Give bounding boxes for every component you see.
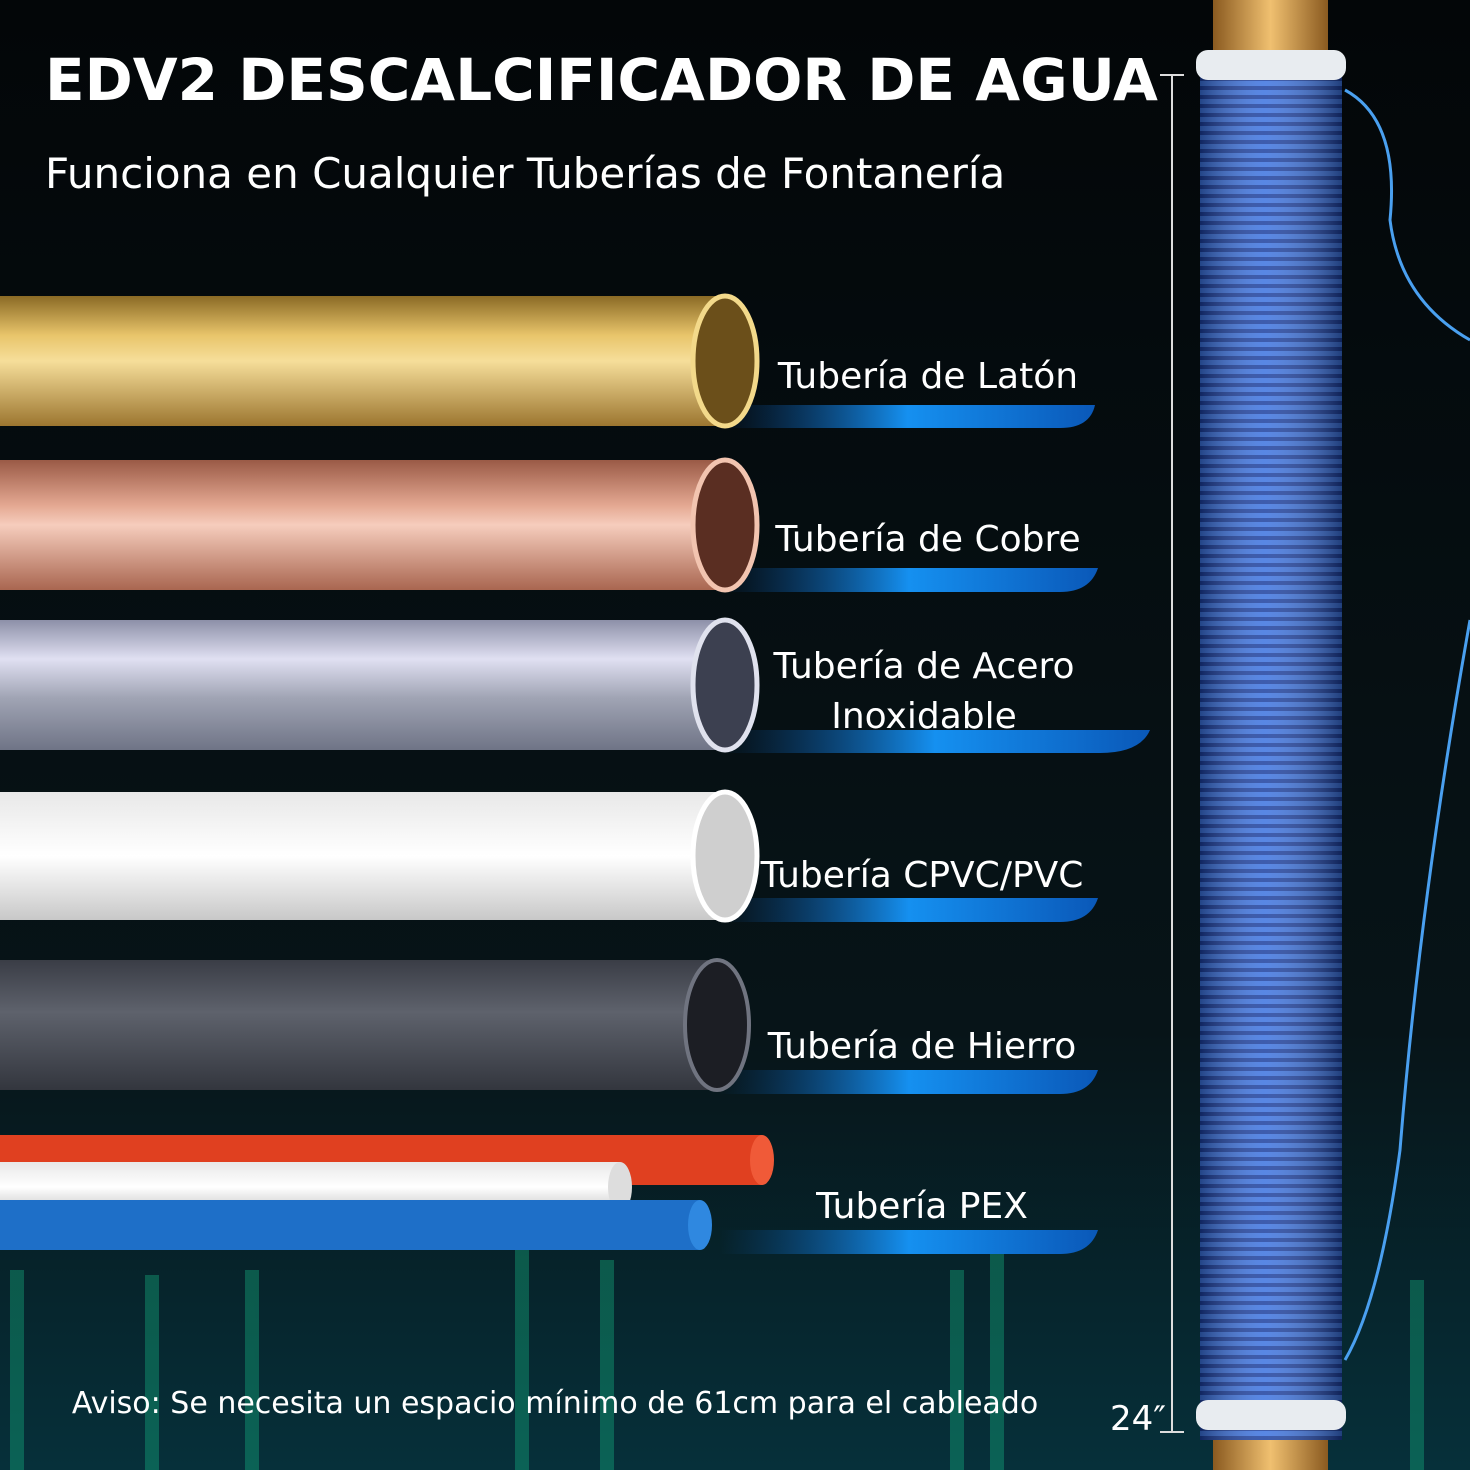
decor-bars <box>10 1250 1424 1470</box>
label-glows <box>720 405 1150 1254</box>
pipe-label: Tubería PEX <box>815 1186 1028 1227</box>
pipe-label: Inoxidable <box>831 696 1017 737</box>
pipe-label: Tubería CPVC/PVC <box>760 855 1084 896</box>
title: EDV2 DESCALCIFICADOR DE AGUA <box>45 46 1158 114</box>
pipe-label: Tubería de Latón <box>777 356 1078 397</box>
subtitle: Funciona en Cualquier Tuberías de Fontan… <box>45 149 1005 198</box>
descaler-device <box>1160 0 1470 1470</box>
pipe-label: Tubería de Acero <box>772 646 1074 687</box>
pipes <box>0 293 774 1250</box>
pipe-label: Tubería de Hierro <box>767 1026 1077 1067</box>
measurement-label: 24″ <box>1110 1399 1166 1439</box>
notice: Aviso: Se necesita un espacio mínimo de … <box>72 1386 1038 1421</box>
pipe-label: Tubería de Cobre <box>774 519 1080 560</box>
